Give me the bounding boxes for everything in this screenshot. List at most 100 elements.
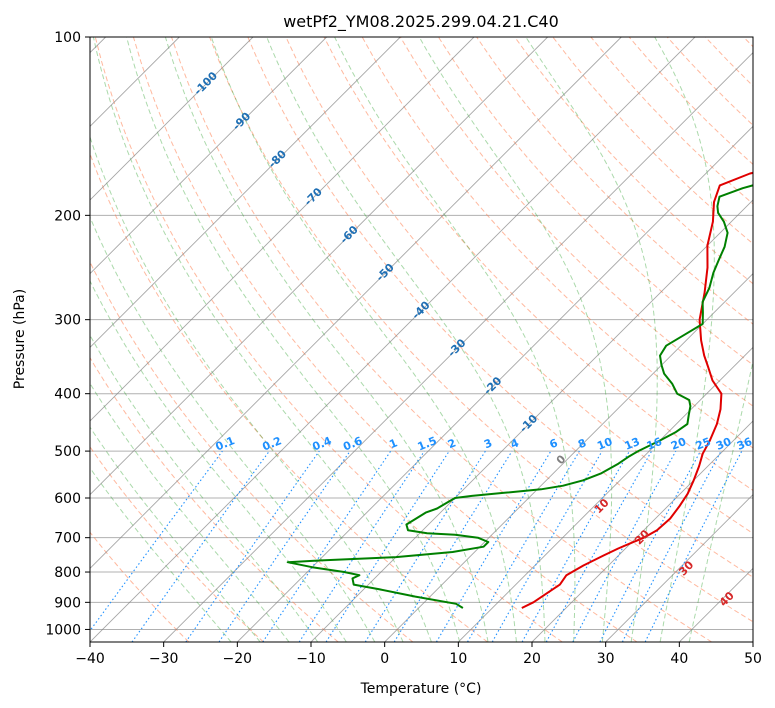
mixing-ratio-line — [521, 450, 630, 642]
moist-adiabat-line — [92, 37, 432, 642]
dry-adiabat-line — [399, 37, 753, 407]
x-tick-label: 50 — [744, 651, 762, 667]
y-axis: 100 200 300 400 500 600 700 800 900 1000 — [45, 30, 90, 638]
isotherm-label: -40 — [409, 298, 432, 321]
isotherm-line — [163, 52, 753, 642]
dry-adiabat-line — [171, 37, 712, 642]
dry-adiabat-line — [90, 356, 339, 642]
isotherm-label: -10 — [517, 412, 540, 435]
isotherm-line — [90, 37, 401, 348]
mixing-ratio-line — [325, 450, 450, 642]
moist-adiabats — [90, 37, 753, 642]
dry-adiabat-line — [552, 37, 753, 245]
mixing-ratio-label: 1 — [387, 436, 399, 451]
y-tick-label: 400 — [54, 387, 81, 403]
mixing-ratio-label: 13 — [623, 435, 642, 453]
isotherm-label: -80 — [266, 147, 289, 170]
x-tick-label: 20 — [523, 651, 541, 667]
y-tick-label: 1000 — [45, 622, 81, 638]
mixing-ratio-lines — [90, 450, 743, 642]
isotherm-line — [310, 199, 753, 642]
moist-adiabat-line — [334, 37, 576, 642]
dry-adiabat-line — [743, 37, 753, 48]
mixing-ratio-label: 8 — [576, 436, 588, 451]
isotherm-line — [679, 567, 753, 642]
mixing-ratio-label: 36 — [735, 435, 754, 453]
isotherm-line — [90, 37, 327, 275]
isotherm-line — [605, 494, 753, 642]
dry-adiabat-line — [590, 37, 753, 205]
dry-adiabat-line — [247, 37, 753, 578]
plot-area: -100-90-80-70-60-50-40-30-20-10 0.1 0.2 0.… — [90, 37, 754, 642]
mixing-ratio-line — [298, 450, 425, 642]
mixing-ratio-line — [435, 450, 552, 642]
x-tick-label: 0 — [380, 651, 389, 667]
moist-adiabat-label: 10 — [592, 496, 612, 516]
mixing-ratio-label: 20 — [669, 435, 688, 453]
isotherm-line — [90, 37, 254, 201]
dry-adiabat-line — [90, 260, 414, 642]
moist-adiabat-line — [90, 135, 404, 642]
mixing-ratio-label: 25 — [694, 435, 713, 453]
mixing-ratio-line — [599, 450, 701, 642]
isotherm-grid — [90, 37, 753, 642]
moist-adiabat-line — [90, 215, 376, 642]
dry-adiabat-line — [514, 37, 753, 285]
dry-adiabat-line — [90, 446, 264, 642]
dry-adiabats — [90, 37, 753, 642]
dry-adiabat-line — [476, 37, 753, 325]
isotherm-line — [458, 346, 753, 642]
isotherm-labels: -100-90-80-70-60-50-40-30-20-10 — [191, 69, 540, 435]
x-tick-label: 10 — [449, 651, 467, 667]
isotherm-line — [752, 641, 753, 642]
x-tick-label: −10 — [296, 651, 326, 667]
mixing-ratio-line — [545, 450, 653, 642]
mixing-ratio-line — [218, 450, 351, 642]
mixing-ratio-label: 6 — [548, 436, 560, 451]
isotherm-line — [90, 37, 475, 422]
profile-series — [286, 171, 753, 609]
moist-adiabat-line — [90, 467, 232, 642]
isotherm-line — [384, 273, 753, 642]
mixing-ratio-label: 16 — [645, 435, 664, 453]
isotherm-line — [237, 125, 753, 642]
plot-frame — [89, 36, 754, 643]
isotherm-line — [90, 37, 622, 569]
moist-adiabat-label: 40 — [717, 589, 737, 609]
y-tick-label: 800 — [54, 565, 81, 581]
dry-adiabat-line — [94, 37, 563, 642]
x-tick-label: −40 — [75, 651, 105, 667]
mixing-ratio-line — [644, 450, 743, 642]
mixing-ratio-line — [131, 450, 270, 642]
moist-adiabat-line — [90, 382, 290, 642]
mixing-ratio-label: 3 — [482, 436, 494, 451]
mixing-ratio-line — [621, 450, 722, 642]
mixing-ratio-label: 10 — [595, 435, 614, 453]
mixing-ratio-line — [90, 450, 223, 632]
moist-adiabat-line — [266, 37, 546, 642]
moist-adiabat-line — [164, 37, 489, 642]
y-tick-label: 600 — [54, 491, 81, 507]
moist-adiabat-line — [90, 426, 261, 642]
y-tick-label: 300 — [54, 313, 81, 329]
dry-adiabat-line — [323, 37, 753, 491]
isotherm-label: -30 — [445, 336, 468, 359]
chart-title: wetPf2_YM08.2025.299.04.21.C40 — [283, 12, 559, 32]
isotherm-line — [90, 37, 696, 642]
y-axis-title: Pressure (hPa) — [12, 289, 28, 389]
temperature-profile-line — [521, 171, 753, 609]
moist-adiabat-label: 30 — [676, 558, 696, 578]
moist-adiabat-line — [688, 358, 753, 642]
mixing-ratio-label: 4 — [509, 436, 521, 451]
isotherm-label: -70 — [302, 185, 325, 208]
dry-adiabat-line — [666, 37, 753, 126]
isobar-grid — [90, 37, 753, 630]
dry-adiabat-line — [704, 37, 753, 87]
isotherm-label: -100 — [191, 69, 220, 98]
y-tick-label: 200 — [54, 208, 81, 224]
moist-adiabat-line — [654, 37, 715, 642]
moist-adiabat-line — [90, 334, 319, 642]
isotherm-label: -60 — [338, 223, 361, 246]
